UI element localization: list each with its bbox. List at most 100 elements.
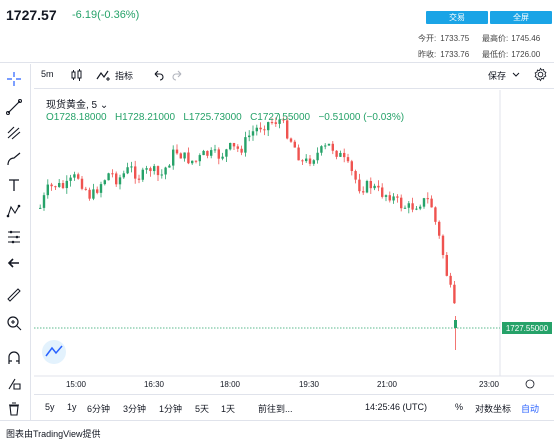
price-chart[interactable]: 1727.55000 15:00 16:30 18:00 19:30 21:00 23:00: [34, 90, 554, 390]
price-change: -6.19(-0.36%): [72, 9, 140, 21]
candle-body-53: [240, 148, 243, 153]
candle-body-87: [369, 180, 372, 189]
candle-body-19: [111, 173, 114, 175]
range-1min[interactable]: 1分钟: [159, 404, 183, 414]
stat-high: 最高价: 1745.46: [482, 34, 541, 43]
last-price: 1727.57: [6, 7, 57, 23]
candle-body-78: [335, 150, 338, 157]
candle-body-65: [286, 120, 289, 139]
candle-body-67: [293, 141, 296, 148]
candle-style-icon[interactable]: [70, 68, 84, 82]
footer-divider: [0, 420, 554, 421]
indicators-icon[interactable]: [96, 68, 112, 82]
percent-toggle[interactable]: %: [455, 402, 464, 412]
candle-body-35: [172, 149, 175, 166]
candle-body-84: [358, 179, 361, 192]
log-toggle[interactable]: 对数坐标: [475, 404, 512, 414]
candle-body-54: [244, 137, 247, 153]
candle-body-95: [400, 197, 403, 209]
range-1y[interactable]: 1y: [67, 402, 77, 412]
range-6min[interactable]: 6分钟: [87, 404, 111, 414]
x-tick-3: 19:30: [299, 380, 320, 389]
candle-body-73: [316, 152, 319, 161]
redo-icon[interactable]: [172, 69, 184, 81]
candle-body-89: [377, 185, 380, 188]
fullscreen-button[interactable]: 全屏: [490, 11, 552, 24]
range-1d[interactable]: 1天: [221, 404, 236, 414]
candle-body-25: [134, 166, 137, 179]
undo-icon[interactable]: [152, 69, 164, 81]
candle-body-72: [312, 160, 315, 164]
candle-body-70: [305, 158, 308, 162]
candle-body-0: [39, 207, 42, 209]
candle-body-88: [373, 185, 376, 189]
candle-body-86: [365, 180, 369, 193]
candle-body-108: [449, 275, 452, 285]
crosshair-icon[interactable]: [5, 70, 23, 88]
drawing-toolbar: [0, 64, 30, 434]
candle-body-46: [213, 149, 217, 151]
trade-button[interactable]: 交易: [426, 11, 488, 24]
trend-line-icon[interactable]: [5, 98, 23, 116]
interval-button[interactable]: 5m: [41, 69, 54, 79]
candle-body-50: [229, 142, 232, 150]
toolbar-bottom-divider: [34, 88, 554, 89]
candle-body-98: [411, 203, 414, 210]
candle-body-82: [350, 161, 353, 172]
toolbar-divider: [30, 64, 31, 420]
candle-body-103: [430, 198, 433, 208]
candle-body-20: [115, 173, 118, 185]
range-3min[interactable]: 3分钟: [123, 404, 147, 414]
candle-body-45: [210, 150, 213, 156]
candle-body-27: [141, 169, 144, 180]
footer-credit[interactable]: 图表由TradingView提供: [6, 429, 101, 439]
text-icon[interactable]: [5, 176, 23, 194]
pattern-icon[interactable]: [5, 202, 23, 220]
zoom-in-icon[interactable]: [5, 314, 23, 332]
candle-body-32: [160, 174, 163, 176]
candle-body-59: [263, 129, 266, 131]
range-5y[interactable]: 5y: [45, 402, 55, 412]
goto-button[interactable]: 前往到...: [258, 404, 293, 414]
x-tick-4: 21:00: [377, 380, 398, 389]
save-button[interactable]: 保存: [488, 71, 507, 81]
bottom-toolbar: 5y 1y 6分钟 3分钟 1分钟 5天 1天 前往到... 14:25:46 …: [34, 398, 554, 418]
candle-body-39: [187, 152, 190, 164]
range-5d[interactable]: 5天: [195, 404, 210, 414]
candle-body-36: [175, 149, 179, 154]
plot-area: [34, 90, 500, 376]
candle-body-24: [130, 166, 133, 168]
candle-body-49: [225, 149, 228, 157]
brush-icon[interactable]: [5, 150, 23, 168]
chart-toolbar: 5m 指标 保存: [34, 64, 554, 86]
candle-body-17: [103, 180, 106, 185]
x-tick-1: 16:30: [144, 380, 165, 389]
fib-icon[interactable]: [5, 124, 23, 142]
candle-body-55: [248, 135, 251, 138]
lock-drawing-icon[interactable]: [5, 374, 23, 392]
candle-body-40: [191, 160, 194, 164]
prediction-icon[interactable]: [5, 228, 23, 246]
ruler-icon[interactable]: [5, 286, 23, 304]
candle-body-101: [422, 198, 426, 207]
stat-prev-close: 昨收: 1733.76: [418, 50, 470, 59]
candle-body-85: [362, 191, 365, 193]
auto-toggle[interactable]: 自动: [521, 404, 540, 414]
candle-body-30: [153, 166, 156, 172]
axis-settings-icon: [525, 379, 535, 389]
candle-body-43: [202, 150, 205, 156]
back-arrow-icon[interactable]: [5, 254, 23, 272]
utc-time[interactable]: 14:25:46 (UTC): [365, 402, 428, 412]
trash-icon[interactable]: [5, 400, 23, 418]
gear-icon[interactable]: [533, 67, 548, 82]
chevron-down-icon[interactable]: [512, 71, 520, 79]
candle-body-75: [324, 145, 327, 147]
candle-body-41: [194, 160, 198, 162]
indicators-button[interactable]: 指标: [115, 71, 134, 81]
magnet-icon[interactable]: [5, 349, 23, 367]
candle-body-18: [107, 173, 110, 181]
candle-body-23: [126, 167, 129, 174]
legend-symbol[interactable]: 现货黄金, 5 ⌄: [46, 100, 109, 111]
candle-body-15: [96, 189, 99, 193]
candle-body-6: [61, 183, 65, 189]
